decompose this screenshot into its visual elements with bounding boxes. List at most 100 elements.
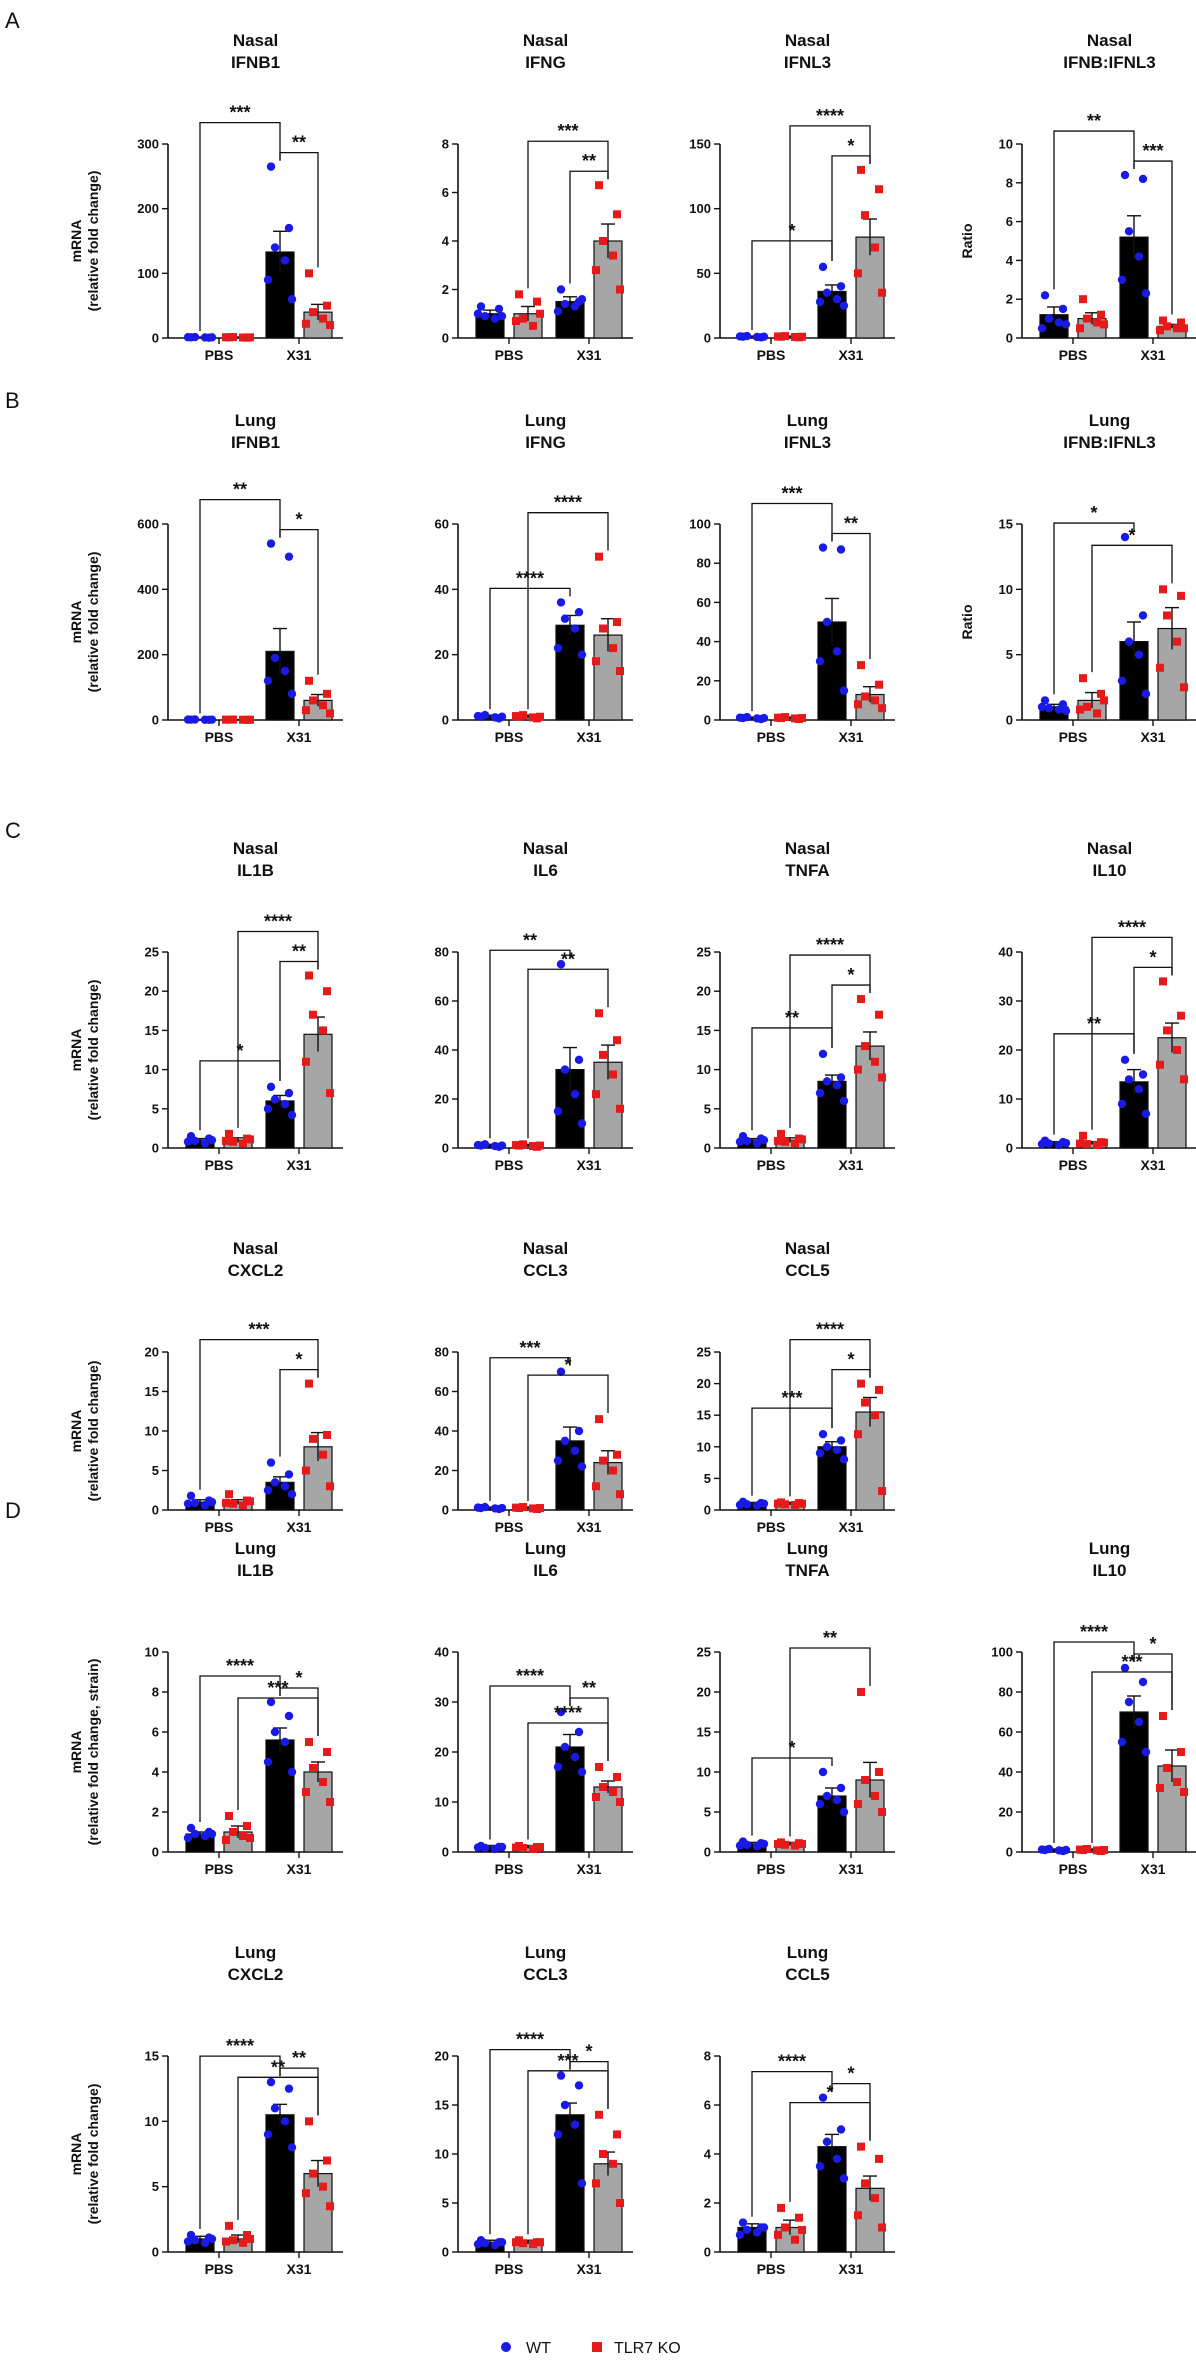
- y-tick-label: 10: [999, 137, 1013, 152]
- data-point-tlr7-ko: [225, 1129, 233, 1138]
- y-tick-label: 40: [435, 1043, 449, 1058]
- data-point-wt: [832, 295, 842, 304]
- data-point-wt: [186, 1823, 196, 1833]
- y-tick-label: 4: [704, 2147, 712, 2162]
- chart-title: Nasal: [523, 1239, 568, 1258]
- data-point-tlr7-ko: [599, 624, 607, 633]
- data-point-wt: [266, 2077, 276, 2087]
- y-tick-label: 0: [1006, 1141, 1013, 1156]
- data-point-wt: [752, 714, 762, 723]
- data-point-tlr7-ko: [774, 332, 782, 341]
- data-point-wt: [284, 2084, 294, 2093]
- chart-title: Lung: [787, 1539, 829, 1558]
- data-point-wt: [266, 1082, 276, 1092]
- data-point-wt: [570, 624, 580, 633]
- data-point-wt: [752, 1842, 762, 1851]
- data-point-tlr7-ko: [875, 680, 883, 689]
- data-point-tlr7-ko: [774, 1840, 782, 1848]
- y-tick-label: 0: [442, 1503, 449, 1518]
- bar-tlr7-ko-x31: [1157, 627, 1187, 721]
- data-point-tlr7-ko: [1093, 709, 1101, 718]
- data-point-wt: [270, 2104, 280, 2113]
- chart-title: Lung: [787, 1943, 829, 1962]
- data-point-tlr7-ko: [781, 713, 789, 722]
- data-point-tlr7-ko: [774, 1499, 782, 1508]
- data-point-wt: [473, 711, 483, 721]
- data-point-wt: [200, 1139, 210, 1148]
- data-point-wt: [742, 1500, 752, 1509]
- data-point-wt: [560, 1065, 570, 1074]
- chart-title: Nasal: [233, 31, 278, 50]
- data-point-tlr7-ko: [1180, 1788, 1188, 1796]
- data-point-wt: [553, 1107, 563, 1116]
- data-point-tlr7-ko: [592, 1793, 600, 1801]
- y-tick-label: 400: [137, 582, 159, 597]
- data-point-wt: [839, 1807, 849, 1817]
- data-point-tlr7-ko: [225, 2221, 233, 2230]
- data-point-wt: [752, 2228, 762, 2237]
- data-point-tlr7-ko: [592, 2179, 600, 2188]
- data-point-wt: [263, 1757, 273, 1767]
- data-point-wt: [1117, 1737, 1127, 1747]
- significance-label: **: [292, 942, 306, 962]
- bar-wt-x31: [817, 1446, 847, 1511]
- y-tick-label: 80: [697, 556, 711, 571]
- chart-title: IFNG: [525, 433, 566, 452]
- significance-label: ****: [554, 1703, 582, 1723]
- y-tick-label: 10: [999, 582, 1013, 597]
- data-point-wt: [207, 715, 217, 724]
- chart-title: Lung: [1089, 411, 1131, 430]
- x-tick-label: X31: [577, 1519, 602, 1535]
- data-point-wt: [553, 643, 563, 653]
- chart-title: IFNB1: [231, 53, 280, 72]
- y-tick-label: 200: [137, 201, 159, 216]
- data-point-wt: [759, 1135, 769, 1145]
- significance-bracket: [237, 1697, 319, 1810]
- data-point-wt: [839, 686, 849, 695]
- data-point-wt: [190, 715, 200, 724]
- data-point-wt: [1124, 1075, 1134, 1084]
- data-point-wt: [836, 545, 846, 554]
- significance-bracket: [1053, 522, 1135, 695]
- data-point-tlr7-ko: [613, 1773, 621, 1781]
- significance-bracket: [199, 2055, 281, 2230]
- data-point-tlr7-ko: [222, 2237, 230, 2246]
- significance-label: ****: [226, 2036, 254, 2056]
- chart-title: CCL5: [785, 1261, 829, 1280]
- data-point-tlr7-ko: [239, 1139, 247, 1148]
- data-point-tlr7-ko: [798, 1840, 806, 1848]
- significance-label: **: [823, 1628, 837, 1648]
- y-tick-label: 10: [697, 1439, 711, 1454]
- data-point-wt: [266, 162, 276, 171]
- data-point-tlr7-ko: [791, 2235, 799, 2244]
- significance-label: ***: [557, 2051, 578, 2071]
- significance-bracket: [751, 1027, 833, 1131]
- data-point-tlr7-ko: [1163, 1026, 1171, 1035]
- data-point-wt: [574, 1426, 584, 1436]
- y-tick-label: 40: [435, 582, 449, 597]
- data-point-wt: [822, 2137, 832, 2146]
- data-point-tlr7-ko: [861, 1042, 869, 1051]
- x-tick-label: PBS: [495, 1519, 524, 1535]
- data-point-wt: [473, 1843, 483, 1852]
- data-point-tlr7-ko: [536, 309, 544, 318]
- y-tick-label: 5: [152, 2179, 159, 2194]
- chart-title: Nasal: [233, 1239, 278, 1258]
- data-point-wt: [735, 713, 745, 722]
- x-tick-label: X31: [839, 1519, 864, 1535]
- significance-bracket: [527, 2070, 609, 2235]
- data-point-wt: [1141, 1109, 1151, 1118]
- significance-bracket: [489, 1357, 571, 1502]
- x-tick-label: PBS: [1059, 1861, 1088, 1877]
- data-point-tlr7-ko: [323, 2156, 331, 2165]
- y-tick-label: 10: [145, 1424, 159, 1439]
- data-point-tlr7-ko: [222, 1498, 230, 1507]
- data-point-wt: [836, 1073, 846, 1082]
- data-point-tlr7-ko: [222, 715, 230, 724]
- data-point-tlr7-ko: [512, 712, 520, 721]
- data-point-wt: [284, 1088, 294, 1098]
- data-point-wt: [735, 1841, 745, 1850]
- y-tick-label: 5: [1006, 647, 1013, 662]
- significance-label: ***: [267, 1678, 288, 1698]
